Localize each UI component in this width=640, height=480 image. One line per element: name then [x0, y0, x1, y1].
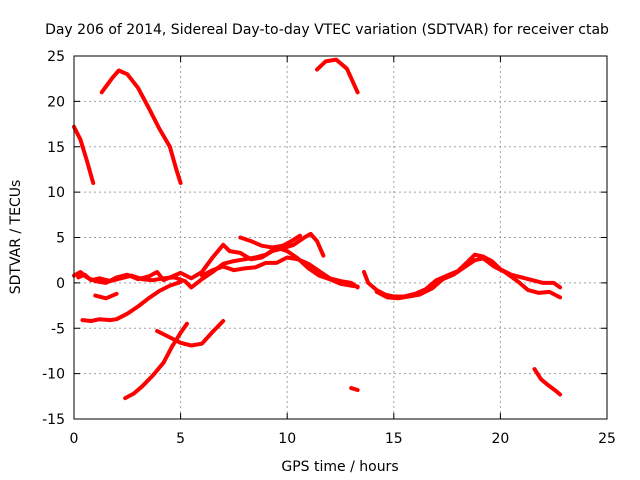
axis-ticks: 0 5 10 15 20 25 -15 -10 -5 0 5 10 15 20 25	[42, 49, 616, 447]
x-tick-label: 0	[70, 431, 79, 447]
series-arc-07	[238, 233, 302, 250]
y-tick-label: 25	[47, 49, 65, 65]
x-tick-label: 25	[598, 431, 616, 447]
series-arc-06	[199, 255, 360, 290]
series-arc-02	[99, 68, 183, 185]
x-tick-label: 20	[491, 431, 509, 447]
series-arc-14	[349, 386, 360, 392]
x-tick-label: 5	[176, 431, 185, 447]
y-tick-label: -5	[51, 321, 65, 337]
series-arc-13	[155, 319, 226, 348]
y-tick-label: 10	[47, 185, 65, 201]
chart-title: Day 206 of 2014, Sidereal Day-to-day VTE…	[45, 22, 609, 38]
data-series	[72, 57, 563, 401]
series-arc-10	[80, 280, 183, 323]
y-tick-label: -15	[42, 412, 65, 428]
x-axis-label: GPS time / hours	[281, 459, 398, 475]
y-tick-label: -10	[42, 367, 65, 383]
y-axis-label: SDTVAR / TECUs	[8, 180, 24, 295]
y-tick-label: 5	[56, 231, 65, 247]
grid	[74, 56, 607, 419]
series-arc-09	[374, 256, 563, 301]
y-tick-label: 0	[56, 276, 65, 292]
x-tick-label: 10	[278, 431, 296, 447]
series-arc-01	[72, 124, 96, 185]
series-arc-03	[315, 57, 360, 95]
y-tick-label: 15	[47, 140, 65, 156]
series-arc-15	[532, 367, 563, 397]
x-tick-label: 15	[385, 431, 403, 447]
series-arc-12	[123, 321, 189, 401]
y-tick-label: 20	[47, 94, 65, 110]
series-arc-11	[93, 291, 119, 301]
